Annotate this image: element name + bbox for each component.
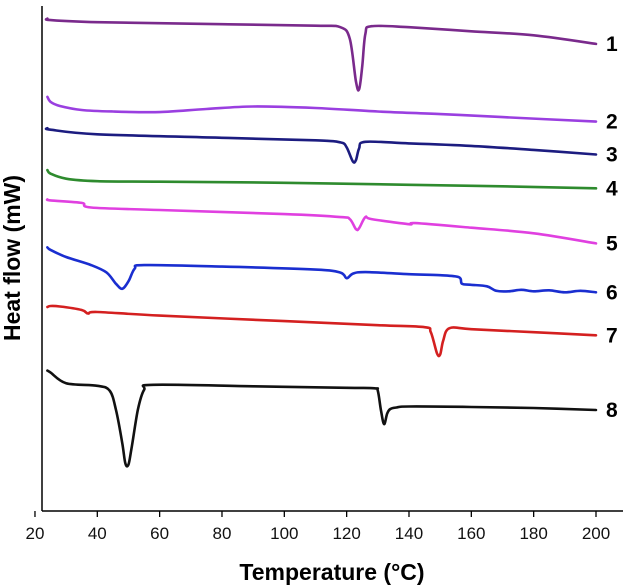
- series-labels: 1 2 3 4 5 6 7 8: [606, 33, 618, 422]
- series-label-8: 8: [606, 399, 618, 422]
- series-line-6: [46, 246, 598, 294]
- series-label-5: 5: [606, 232, 618, 255]
- series-line-4: [46, 168, 598, 190]
- x-axis-title: Temperature (°C): [239, 559, 424, 585]
- x-tick-label-60: 60: [150, 524, 169, 543]
- series-label-4: 4: [606, 177, 618, 200]
- series-label-2: 2: [606, 111, 618, 134]
- x-tick-label-20: 20: [26, 524, 45, 543]
- series-line-8: [46, 369, 598, 468]
- series-label-3: 3: [606, 143, 618, 166]
- x-tick-label-100: 100: [270, 524, 298, 543]
- series-label-6: 6: [606, 281, 618, 304]
- x-tick-label-160: 160: [457, 524, 485, 543]
- series-line-1: [44, 17, 598, 92]
- x-tick-label-40: 40: [88, 524, 107, 543]
- series-label-7: 7: [606, 324, 618, 347]
- x-tick-label-200: 200: [582, 524, 610, 543]
- series-layer: [44, 17, 598, 468]
- series-line-7: [46, 304, 598, 358]
- series-line-2: [46, 95, 598, 123]
- x-tick-label-140: 140: [395, 524, 423, 543]
- x-tick-label-80: 80: [213, 524, 232, 543]
- x-tick-label-120: 120: [332, 524, 360, 543]
- x-tick-label-180: 180: [519, 524, 547, 543]
- series-line-3: [44, 126, 598, 164]
- series-line-5: [45, 198, 598, 245]
- y-axis-title: Heat flow (mW): [0, 175, 25, 341]
- x-ticks: 20 40 60 80 100 120 140 160 180 200: [26, 511, 610, 543]
- series-label-1: 1: [606, 33, 618, 56]
